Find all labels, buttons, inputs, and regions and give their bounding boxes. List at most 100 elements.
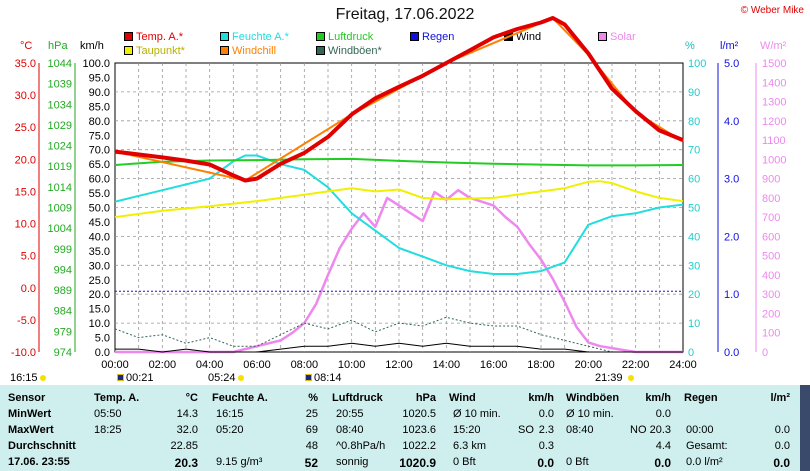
solar_wm2-tick-label: 600 <box>762 231 780 243</box>
humidity_pct-tick-label: 30 <box>688 260 700 272</box>
humidity-value: 52 <box>304 456 318 470</box>
legend-label: Wind <box>516 31 542 43</box>
table-header: Windböen <box>566 392 620 404</box>
x-tick-label: 20:00 <box>575 359 603 371</box>
legend-swatch <box>124 46 133 55</box>
legend-item: Windchill <box>220 45 276 57</box>
table-header: km/h <box>528 392 554 404</box>
wind-desc: Ø 10 min. <box>453 408 501 420</box>
humidity-value: 69 <box>305 424 318 436</box>
pressure_hpa-tick-label: 1014 <box>48 182 72 194</box>
unit-kmh: km/h <box>80 40 104 52</box>
wind_kmh-tick-label: 0.0 <box>95 347 110 359</box>
rain_lm2-tick-label: 1.0 <box>724 289 739 301</box>
table-header: Wind <box>449 392 476 404</box>
chart-svg: 00:00 02:00 04:00 06:00 08:00 10:00 12:00 14:00… <box>11 16 786 371</box>
pressure_hpa-tick-label: 999 <box>54 244 72 256</box>
solar_wm2-tick-label: 300 <box>762 289 780 301</box>
stats-table: Sensor Temp. A. °C Feuchte A.% Luftdruck hPa W… <box>0 385 800 471</box>
x-tick-label: 14:00 <box>433 359 461 371</box>
chart-title: Freitag, 17.06.2022 <box>335 6 475 23</box>
wind_kmh-tick-label: 50.0 <box>89 203 110 215</box>
x-tick-label: 02:00 <box>149 359 177 371</box>
wind_kmh-tick-label: 15.0 <box>89 304 110 316</box>
pressure-time: ^0.8hPa/h <box>336 440 386 452</box>
rain_lm2-tick-label: 5.0 <box>724 58 739 70</box>
pressure-value: 1020.5 <box>402 408 436 420</box>
wind_kmh-tick-label: 30.0 <box>89 260 110 272</box>
wind_kmh-tick-label: 65.0 <box>89 159 110 171</box>
solar_wm2-tick-label: 800 <box>762 193 780 205</box>
table-header: °C <box>185 392 198 404</box>
temp_c-tick-label: -5.0 <box>17 315 36 327</box>
rain_lm2-tick-label: 4.0 <box>724 116 739 128</box>
wind_kmh-tick-label: 25.0 <box>89 275 110 287</box>
wind_kmh-tick-label: 100.0 <box>82 58 110 70</box>
row-label: 17.06. 23:55 <box>8 456 70 468</box>
solar_wm2-tick-label: 1300 <box>762 97 786 109</box>
series-line <box>114 180 684 219</box>
legend-label: Taupunkt* <box>136 45 185 57</box>
civil-dawn-label: 16:15 <box>10 372 38 384</box>
pressure_hpa-tick-label: 1004 <box>48 223 72 235</box>
sun-icon <box>40 375 46 381</box>
series-line <box>114 316 683 353</box>
rain-value: 0.0 <box>774 424 790 436</box>
sunset-sun-icon <box>628 375 634 381</box>
temp_c-tick-label: 25.0 <box>15 122 36 134</box>
pressure_hpa-tick-label: 994 <box>54 264 72 276</box>
wind_kmh-tick-label: 80.0 <box>89 116 110 128</box>
wind_kmh-tick-label: 40.0 <box>89 231 110 243</box>
legend-swatch <box>220 32 229 41</box>
legend-item: Luftdruck <box>316 31 373 43</box>
wind_kmh-tick-label: 35.0 <box>89 246 110 258</box>
pressure_hpa-tick-label: 1019 <box>48 161 72 173</box>
gust-value: 4.4 <box>655 440 671 452</box>
rain_lm2-tick-label: 3.0 <box>724 174 739 186</box>
pressure_hpa-tick-label: 989 <box>54 285 72 297</box>
wind_kmh-tick-label: 85.0 <box>89 101 110 113</box>
wind_kmh-tick-label: 60.0 <box>89 174 110 186</box>
solar_wm2-tick-label: 700 <box>762 212 780 224</box>
wind_kmh-tick-label: 55.0 <box>89 188 110 200</box>
sunrise-sun-icon <box>238 375 244 381</box>
solar_wm2-tick-label: 0 <box>762 347 768 359</box>
humidity_pct-tick-label: 90 <box>688 87 700 99</box>
legend-label: Feuchte A.* <box>232 31 289 43</box>
x-tick-label: 22:00 <box>622 359 650 371</box>
table-header: hPa <box>415 392 436 404</box>
series-line <box>115 342 683 353</box>
humidity-value: 25 <box>305 408 318 420</box>
unit-percent: % <box>685 40 695 52</box>
table-header: Luftdruck <box>332 392 383 404</box>
wind_kmh-tick-label: 75.0 <box>89 130 110 142</box>
temp-value: 20.3 <box>174 456 198 470</box>
x-tick-label: 18:00 <box>527 359 555 371</box>
moonset-label: 08:14 <box>314 372 342 384</box>
row-label: MaxWert <box>8 424 54 436</box>
humidity-time: 16:15 <box>216 408 244 420</box>
wind_kmh-tick-label: 5.0 <box>95 333 110 345</box>
x-tick-label: 06:00 <box>243 359 271 371</box>
rain-desc: 00:00 <box>686 424 714 436</box>
wind_kmh-tick-label: 95.0 <box>89 72 110 84</box>
pressure-time: sonnig <box>336 456 369 468</box>
humidity_pct-tick-label: 80 <box>688 116 700 128</box>
unit-hpa: hPa <box>48 40 68 52</box>
gust-value: 0.0 <box>655 408 671 420</box>
legend-item: Taupunkt* <box>124 45 185 57</box>
pressure-time: 20:55 <box>336 408 364 420</box>
copyright-label[interactable]: © Weber Mike <box>740 5 804 16</box>
pressure-value: 1022.2 <box>402 440 436 452</box>
rain-value: 0.0 <box>773 456 790 470</box>
pressure-time: 08:40 <box>336 424 364 436</box>
temp-value: 14.3 <box>176 408 198 420</box>
table-header: Regen <box>684 392 718 404</box>
unit-lm2: l/m² <box>720 40 739 52</box>
gust-value: 0.0 <box>654 456 671 470</box>
temp_c-tick-label: 20.0 <box>15 154 36 166</box>
pressure_hpa-tick-label: 979 <box>54 326 72 338</box>
wind-dir: SO <box>518 424 534 436</box>
series-line <box>114 154 684 275</box>
x-tick-label: 00:00 <box>101 359 129 371</box>
